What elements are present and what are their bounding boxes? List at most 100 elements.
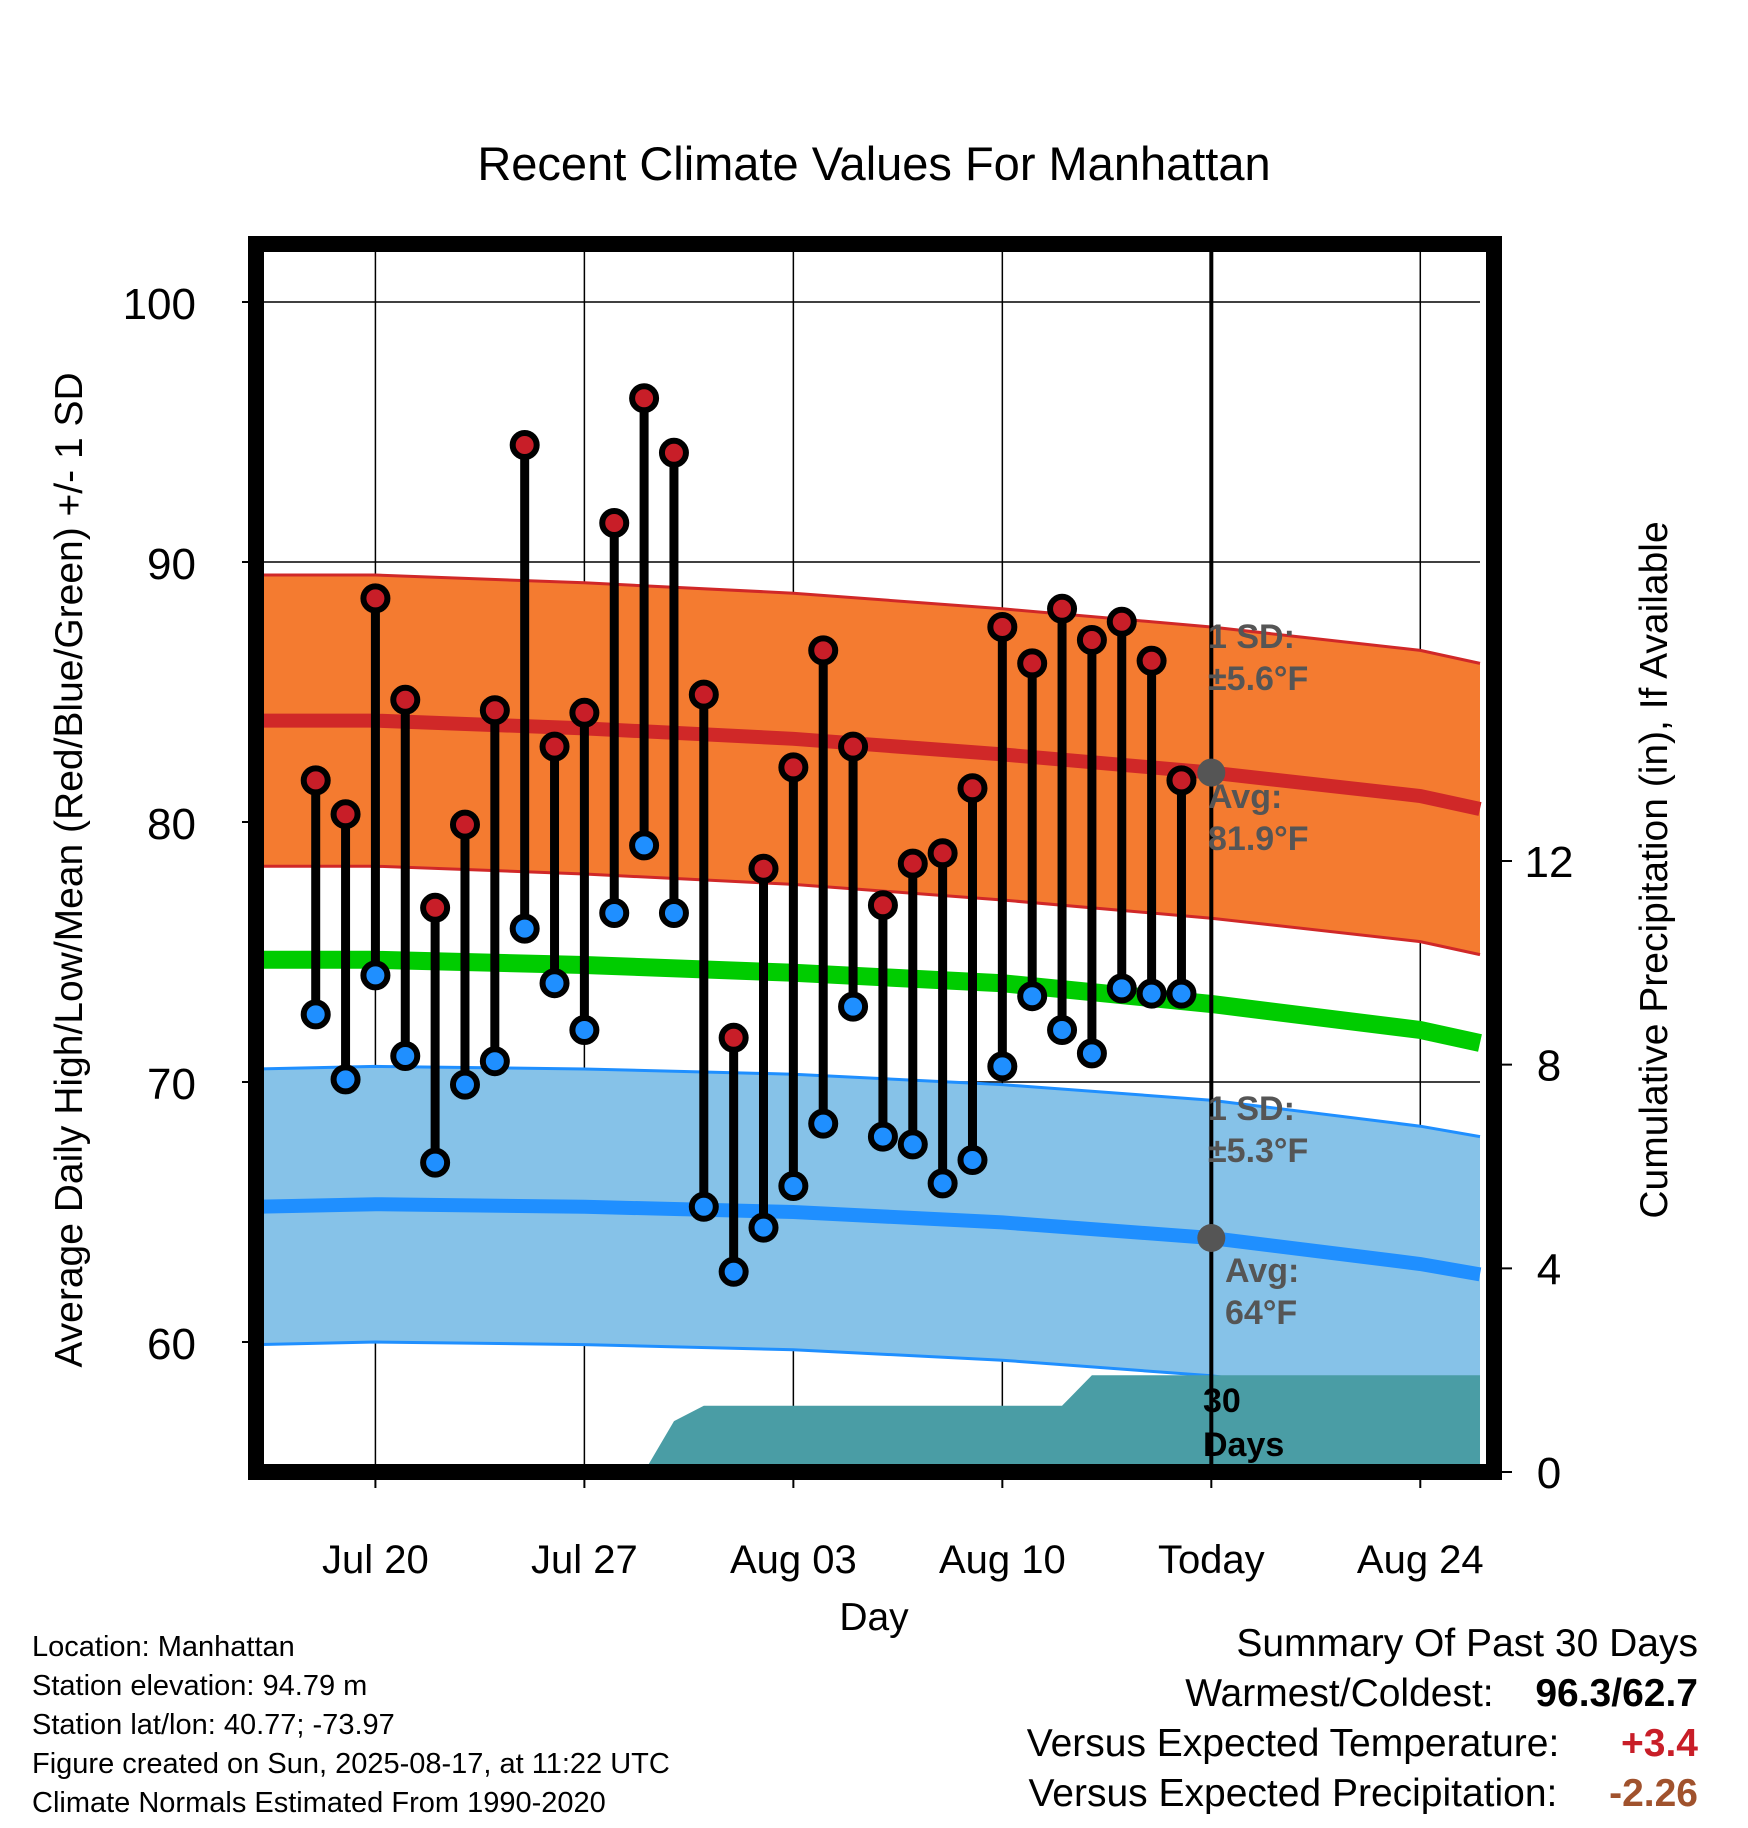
- y-left-tick-label: 80: [147, 800, 196, 849]
- plot-area: 1 SD: ±5.6°F Avg: 81.9°F 1 SD: ±5.3°F Avg: 64°F…: [123, 236, 1574, 1582]
- created-text: Figure created on Sun, 2025-08-17, at 11…: [32, 1748, 670, 1780]
- high-sd-upper-edge: [256, 573, 1481, 665]
- y-left-tick-label: 70: [147, 1060, 196, 1109]
- daily-low-marker: [838, 991, 869, 1022]
- daily-low-marker: [1106, 973, 1137, 1004]
- daily-low-marker: [808, 1108, 839, 1139]
- daily-high-marker: [957, 773, 988, 804]
- summary-temp: Versus Expected Temperature: +3.4: [798, 1722, 1698, 1772]
- y-right-tick-label: 4: [1537, 1245, 1561, 1294]
- temp-value: +3.4: [1621, 1722, 1698, 1765]
- daily-high-marker: [300, 765, 331, 796]
- x-tick-label: Aug 24: [1357, 1538, 1484, 1582]
- x-tick-label: Jul 27: [531, 1538, 638, 1582]
- summary-panel: Summary Of Past 30 Days Warmest/Coldest:…: [798, 1622, 1698, 1822]
- daily-low-marker: [867, 1121, 898, 1152]
- y-left-tick-label: 100: [123, 280, 196, 329]
- low-sd-annotation-label: 1 SD:: [1208, 1090, 1295, 1128]
- daily-high-marker: [1076, 625, 1107, 655]
- daily-high-marker: [539, 731, 570, 762]
- daily-low-marker: [957, 1145, 988, 1175]
- daily-high-marker: [1106, 606, 1137, 637]
- warm-cold-separator: /: [1611, 1672, 1623, 1715]
- daily-low-marker: [390, 1041, 421, 1071]
- x-tick-label: Aug 03: [730, 1538, 857, 1582]
- high-sd-annotation-value: ±5.6°F: [1208, 660, 1308, 698]
- precip-value: -2.26: [1609, 1772, 1698, 1815]
- daily-high-marker: [927, 838, 958, 869]
- daily-high-marker: [449, 809, 480, 840]
- temp-label: Versus Expected Temperature:: [1026, 1722, 1560, 1765]
- y-axis-right-label: Cumulative Precipitation (in), If Availa…: [1633, 521, 1676, 1218]
- y-right-tick-label: 0: [1537, 1449, 1561, 1498]
- high-sd-annotation-label: 1 SD:: [1208, 618, 1295, 656]
- daily-low-marker: [658, 898, 689, 928]
- daily-high-marker: [360, 583, 391, 614]
- y-axis-left-label: Average Daily High/Low/Mean (Red/Blue/Gr…: [48, 372, 91, 1367]
- normal-mean-line: [256, 950, 1482, 1052]
- daily-high-marker: [599, 508, 630, 538]
- daily-high-marker: [1047, 593, 1078, 624]
- coldest-value: 62.7: [1622, 1672, 1698, 1715]
- daily-high-marker: [420, 892, 451, 923]
- location-text: Location: Manhattan: [32, 1631, 295, 1663]
- summary-warm-cold: Warmest/Coldest: 96.3/62.7: [798, 1672, 1698, 1722]
- daily-high-marker: [987, 612, 1018, 642]
- daily-low-marker: [718, 1256, 749, 1287]
- daily-low-marker: [1047, 1015, 1078, 1045]
- daily-low-marker: [987, 1051, 1018, 1082]
- daily-high-marker: [838, 731, 869, 762]
- chart-title: Recent Climate Values For Manhattan: [477, 137, 1270, 190]
- daily-low-marker: [688, 1191, 719, 1222]
- daily-high-marker: [778, 752, 809, 783]
- daily-low-marker: [778, 1171, 809, 1201]
- daily-low-marker: [569, 1015, 600, 1045]
- warm-cold-label: Warmest/Coldest:: [1185, 1672, 1494, 1715]
- high-sd-band: [256, 575, 1480, 955]
- y-right-tick-label: 12: [1525, 838, 1574, 887]
- normal-low-line: [255, 1197, 1482, 1282]
- daily-high-marker: [1017, 648, 1048, 679]
- y-left-tick-label: 60: [147, 1320, 196, 1369]
- daily-low-marker: [420, 1147, 451, 1178]
- summary-precip: Versus Expected Precipitation: -2.26: [798, 1772, 1698, 1822]
- high-avg-annotation-label: Avg:: [1208, 778, 1282, 816]
- precip-label: Versus Expected Precipitation:: [1028, 1772, 1558, 1815]
- x-axis-label: Day: [839, 1596, 909, 1639]
- daily-high-marker: [688, 679, 719, 710]
- today-high-normal-marker: [1197, 758, 1226, 787]
- precip-days-label: 30: [1203, 1382, 1241, 1420]
- daily-low-marker: [539, 968, 570, 999]
- daily-high-marker: [629, 383, 660, 414]
- daily-high-marker: [808, 635, 839, 666]
- x-tick-label: Jul 20: [322, 1538, 429, 1582]
- daily-high-marker: [569, 697, 600, 728]
- daily-low-marker: [509, 913, 540, 944]
- daily-high-marker: [390, 684, 421, 715]
- summary-heading: Summary Of Past 30 Days: [1236, 1622, 1698, 1665]
- daily-low-marker: [1136, 978, 1167, 1009]
- low-sd-band: [256, 1066, 1480, 1413]
- normal-high-line: [256, 713, 1482, 816]
- x-tick-label: Aug 10: [939, 1538, 1066, 1582]
- daily-high-marker: [330, 799, 361, 830]
- daily-high-marker: [1136, 645, 1167, 676]
- daily-high-marker: [867, 890, 898, 921]
- latlon-text: Station lat/lon: 40.77; -73.97: [32, 1709, 395, 1741]
- daily-low-marker: [1017, 981, 1048, 1012]
- high-avg-annotation-value: 81.9°F: [1208, 820, 1309, 858]
- daily-high-marker: [479, 695, 510, 726]
- daily-high-marker: [509, 430, 540, 460]
- high-sd-lower-edge: [256, 864, 1481, 957]
- today-low-normal-marker: [1197, 1224, 1226, 1252]
- low-avg-annotation-value: 64°F: [1225, 1294, 1297, 1332]
- elevation-text: Station elevation: 94.79 m: [32, 1670, 368, 1702]
- daily-low-marker: [629, 830, 660, 861]
- y-right-tick-label: 8: [1537, 1042, 1561, 1091]
- daily-high-marker: [897, 848, 928, 879]
- low-avg-annotation-label: Avg:: [1225, 1252, 1299, 1290]
- precip-days-label-2: Days: [1203, 1426, 1284, 1464]
- plot-frame: [248, 236, 1502, 1480]
- daily-low-marker: [330, 1064, 361, 1095]
- daily-low-marker: [1166, 978, 1197, 1009]
